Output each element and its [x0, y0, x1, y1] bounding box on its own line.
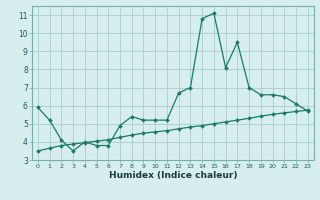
X-axis label: Humidex (Indice chaleur): Humidex (Indice chaleur): [108, 171, 237, 180]
